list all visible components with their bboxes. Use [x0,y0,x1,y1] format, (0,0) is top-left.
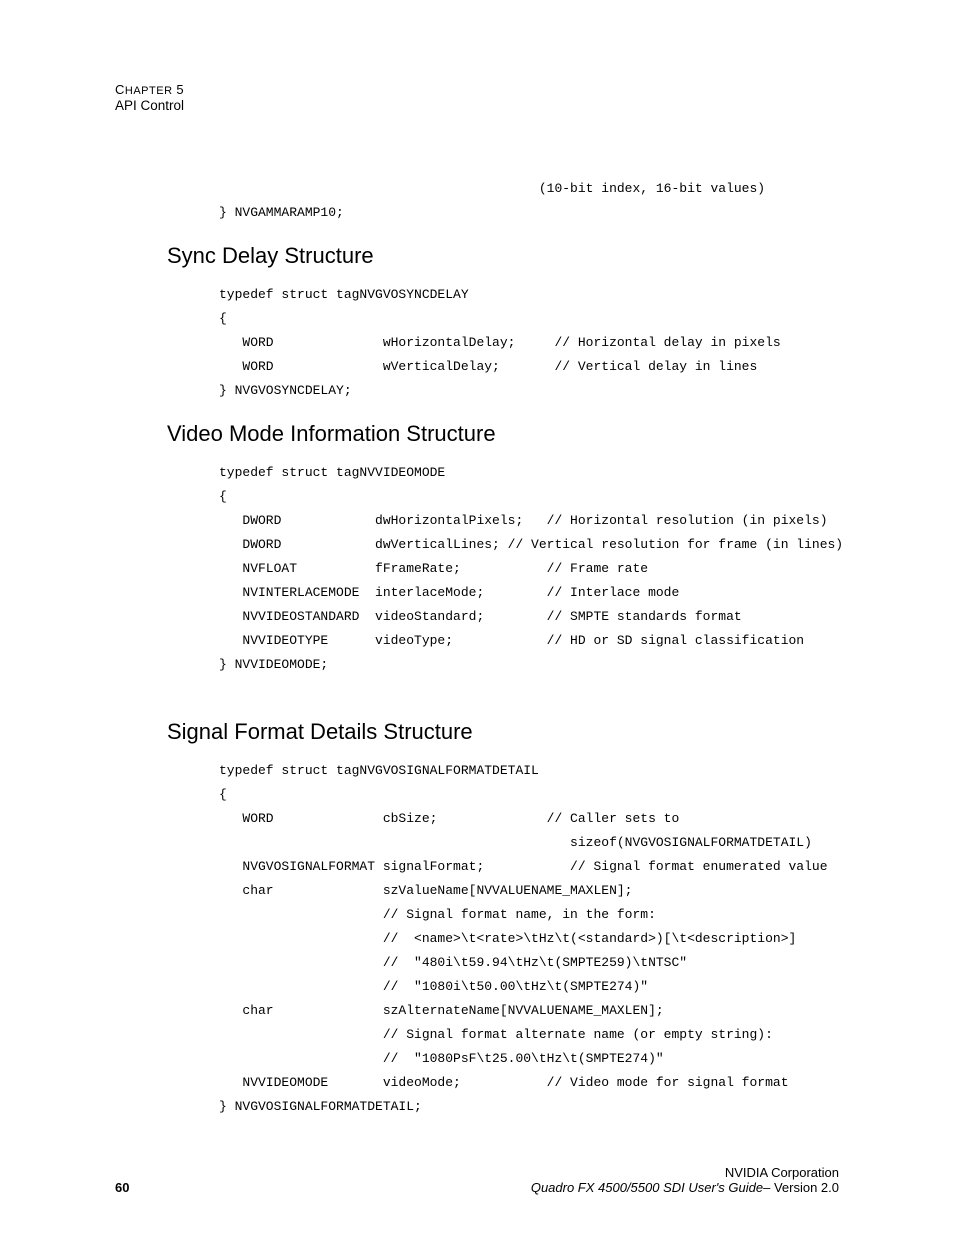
code-block-top: (10-bit index, 16-bit values) } NVGAMMAR… [219,177,839,225]
footer-version-sep: – [763,1180,774,1195]
chapter-line: CHAPTER 5 [115,82,839,97]
page-number: 60 [115,1180,129,1195]
code-block: typedef struct tagNVGVOSYNCDELAY { WORD … [219,283,839,403]
footer-version: Version 2.0 [774,1180,839,1195]
page-footer: NVIDIA Corporation 60 Quadro FX 4500/550… [115,1165,839,1195]
code-block: typedef struct tagNVGVOSIGNALFORMATDETAI… [219,759,839,1119]
subchapter-title: API Control [115,98,839,113]
code-block: typedef struct tagNVVIDEOMODE { DWORD dw… [219,461,839,677]
section-heading: Signal Format Details Structure [167,719,839,745]
footer-company: NVIDIA Corporation [115,1165,839,1180]
footer-doc: Quadro FX 4500/5500 SDI User's Guide– Ve… [531,1180,839,1195]
page-header: CHAPTER 5 API Control [115,82,839,113]
section-heading: Sync Delay Structure [167,243,839,269]
section-heading: Video Mode Information Structure [167,421,839,447]
footer-doc-title: Quadro FX 4500/5500 SDI User's Guide [531,1180,763,1195]
